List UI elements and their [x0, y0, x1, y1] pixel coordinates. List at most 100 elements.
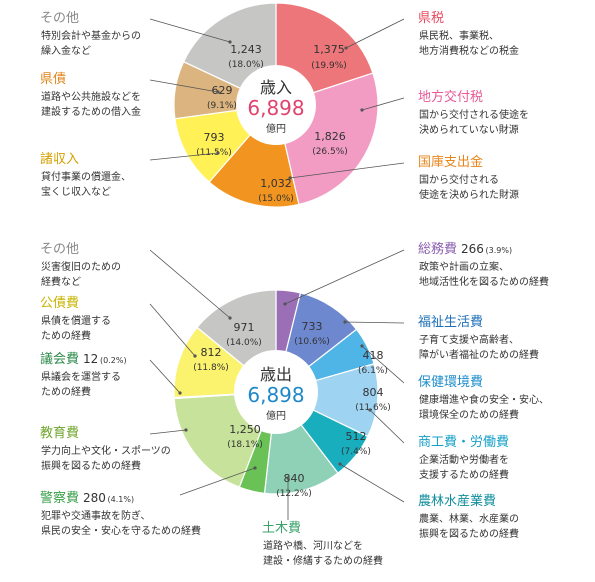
value-label-0-5: 1,243: [230, 43, 262, 56]
category-desc-1-9-1: ための経費: [41, 329, 91, 342]
aside-value-1-6: 280: [83, 491, 106, 505]
category-desc-0-1-0: 国から交付される使途を: [419, 108, 529, 121]
leader-dot-1-0: [283, 302, 287, 306]
category-desc-0-2-0: 国から交付される: [419, 173, 499, 186]
category-desc-0-3-1: 宝くじ収入など: [41, 185, 111, 198]
category-desc-1-6-0: 犯罪や交通事故を防ぎ、: [41, 509, 151, 522]
category-desc-1-9-0: 県債を償還する: [41, 314, 111, 327]
leader-line-0-4: [149, 79, 219, 93]
aside-percent-1-8: (0.2%): [100, 356, 127, 365]
category-desc-1-5-0: 道路や橋、河川などを: [263, 539, 363, 552]
category-desc-1-4-0: 農業、林業、水産業の: [419, 512, 519, 525]
center-hole-0: [236, 65, 316, 145]
category-desc-0-3-0: 貸付事業の償還金、: [41, 170, 131, 183]
category-name-1-7: 教育費: [40, 425, 79, 441]
leader-dot-0-3: [216, 151, 220, 155]
category-name-1-2: 保健環境費: [418, 375, 483, 390]
leader-dot-1-8: [178, 391, 182, 395]
percent-label-0-1: (26.5%): [312, 147, 348, 157]
center-total-0: 6,898: [247, 96, 304, 120]
percent-label-1-7: (18.1%): [227, 440, 263, 450]
category-desc-1-1-0: 子育て支援や高齢者、: [419, 333, 519, 346]
percent-label-1-3: (11.6%): [355, 403, 391, 413]
category-desc-1-2-0: 健康増進や食の安全・安心、: [419, 393, 549, 406]
category-name-0-4: 県債: [40, 72, 66, 87]
category-desc-0-5-1: 繰入金など: [41, 44, 91, 57]
category-name-1-5: 土木費: [262, 521, 301, 536]
leader-line-1-7: [149, 429, 187, 435]
percent-label-0-0: (19.9%): [311, 61, 347, 71]
category-desc-1-8-1: ための経費: [41, 385, 91, 398]
value-label-1-5: 840: [284, 472, 305, 485]
category-desc-0-5-0: 特別会計や基金からの: [41, 29, 141, 42]
leader-dot-0-5: [228, 40, 232, 44]
category-desc-1-0-0: 政策や計画の立案、: [419, 260, 509, 273]
category-desc-1-7-1: 振興を図るための経費: [41, 459, 141, 472]
value-label-0-3: 793: [204, 131, 225, 144]
leader-dot-1-6: [253, 466, 257, 470]
category-name-0-2: 国庫支出金: [418, 154, 483, 170]
category-name-1-8: 議会費: [40, 352, 79, 367]
leader-line-1-9: [149, 303, 196, 357]
value-label-1-3: 804: [363, 386, 384, 399]
value-label-1-9: 812: [201, 346, 222, 359]
category-desc-1-5-1: 建設・修繕するための経費: [263, 554, 383, 567]
center-hole-1: [234, 350, 318, 434]
leader-line-1-1: [344, 321, 405, 324]
percent-label-1-4: (7.4%): [341, 447, 371, 457]
leader-dot-1-7: [184, 428, 188, 432]
leader-line-1-8: [149, 359, 181, 394]
category-desc-1-8-0: 県議会を運営する: [41, 370, 121, 383]
leader-dot-1-3: [368, 408, 372, 412]
percent-label-0-4: (9.1%): [207, 101, 237, 111]
category-name-0-1: 地方交付税: [418, 89, 483, 105]
category-desc-1-10-0: 災害復旧のための: [41, 260, 121, 273]
leader-line-1-6: [179, 467, 256, 496]
leader-line-1-2: [361, 345, 405, 384]
leader-line-1-3: [369, 409, 405, 444]
category-name-0-3: 諸収入: [40, 151, 79, 167]
leader-line-1-10: [149, 249, 231, 319]
category-desc-1-3-1: 支援するための経費: [419, 468, 509, 481]
aside-value-1-0: 266: [461, 242, 484, 256]
category-name-0-0: 県税: [418, 11, 444, 26]
leader-line-1-0: [284, 249, 405, 305]
percent-label-1-9: (11.8%): [193, 363, 229, 373]
center-unit-1: 億円: [266, 409, 286, 422]
aside-value-1-8: 12: [83, 352, 98, 366]
value-label-1-10: 971: [234, 321, 255, 334]
category-desc-1-4-1: 振興を図るための経費: [419, 527, 519, 540]
value-label-1-1: 733: [302, 320, 323, 333]
percent-label-1-1: (10.6%): [294, 337, 330, 347]
value-label-0-1: 1,826: [314, 130, 346, 143]
chart-0-group: 歳入6,898 億円 1,375 (19.9%) 1,826 (26.5%) 1,032 (1…: [40, 2, 529, 208]
percent-label-0-3: (11.5%): [196, 148, 232, 158]
value-label-0-2: 1,032: [260, 177, 292, 190]
leader-dot-1-5: [286, 476, 290, 480]
leader-line-0-3: [149, 152, 219, 161]
category-desc-0-0-0: 県民税、事業税、: [419, 29, 499, 42]
category-desc-1-1-1: 障がい者福祉のための経費: [419, 348, 539, 361]
category-desc-1-3-0: 企業活動や労働者を: [419, 453, 509, 466]
leader-dot-1-1: [343, 320, 347, 324]
leader-dot-0-2: [288, 176, 292, 180]
percent-label-1-2: (6.1%): [358, 366, 388, 376]
leader-line-0-1: [361, 97, 405, 111]
category-desc-0-4-0: 道路や公共施設などを: [41, 90, 141, 103]
leader-dot-1-10: [228, 316, 232, 320]
category-desc-1-2-1: 環境保全のための経費: [419, 408, 519, 421]
leader-line-1-4: [339, 463, 405, 503]
category-name-1-10: その他: [40, 242, 79, 257]
value-label-0-0: 1,375: [313, 43, 345, 56]
center-title-0: 歳入: [260, 78, 292, 97]
category-desc-0-4-1: 建設するための借入金: [41, 105, 141, 118]
aside-percent-1-6: (4.1%): [108, 495, 135, 504]
leader-dot-1-4: [338, 462, 342, 466]
leader-dot-1-2: [360, 344, 364, 348]
category-name-0-5: その他: [40, 11, 79, 26]
leader-dot-1-9: [193, 354, 197, 358]
leader-line-0-5: [149, 18, 231, 43]
category-desc-0-0-1: 地方消費税などの税金: [419, 44, 519, 57]
percent-label-1-5: (12.2%): [276, 489, 312, 499]
leader-dot-0-4: [216, 90, 220, 94]
